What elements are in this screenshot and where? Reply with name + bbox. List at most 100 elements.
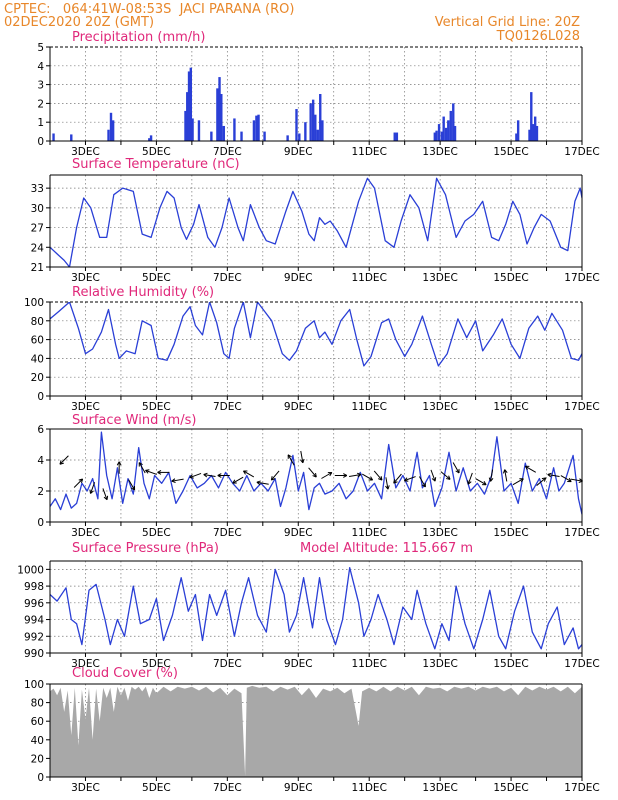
wind-arrow-shaft — [536, 477, 547, 486]
wind-arrow-head — [145, 469, 150, 471]
wind-grid — [50, 429, 582, 522]
humidity-title: Relative Humidity (%) — [72, 285, 214, 300]
wind-arrow-head — [302, 458, 305, 463]
wind-arrow — [321, 472, 333, 479]
wind-arrow-head — [343, 475, 348, 478]
wind-arrow-head — [315, 472, 317, 478]
precip-bar — [452, 103, 455, 141]
x-tick-label: 11DEC — [351, 272, 386, 284]
wind-arrow-shaft — [243, 470, 255, 478]
wind-arrow-head — [387, 485, 390, 490]
wind-arrow — [334, 473, 348, 478]
wind-arrow-shaft — [404, 476, 416, 482]
wind-arrow-head — [217, 475, 222, 478]
precip-bar — [532, 124, 535, 141]
wind-arrow — [488, 469, 494, 482]
y-tick-label: 5 — [37, 42, 44, 54]
wind-arrow — [536, 477, 547, 486]
wind-arrow — [189, 472, 202, 479]
wind-arrow-head — [434, 477, 437, 482]
wind-arrow — [373, 470, 383, 481]
humidity-line — [50, 302, 582, 367]
precip-bar — [263, 131, 266, 141]
y-tick-label: 996 — [24, 598, 44, 610]
precip-bar — [240, 131, 243, 141]
wind-arrow-shaft — [512, 478, 524, 486]
precip-bar — [435, 130, 438, 141]
header-run-date: 02DEC2020 20Z (GMT) — [4, 15, 154, 30]
x-tick-label: 5DEC — [142, 527, 171, 539]
y-tick-label: 20 — [31, 753, 44, 765]
wind-title: Surface Wind (m/s) — [72, 413, 196, 428]
wind-arrow — [287, 454, 295, 466]
precipitation-grid — [50, 47, 582, 141]
wind-arrow-head — [59, 462, 64, 465]
wind-arrow-head — [520, 478, 524, 483]
precip-bar — [437, 124, 441, 141]
wind-arrow — [59, 455, 69, 465]
x-tick-label: 11DEC — [351, 401, 386, 413]
wind-arrow-shaft — [308, 467, 317, 478]
wind-arrow-shaft — [270, 470, 280, 481]
wind-arrow-shaft — [349, 473, 362, 478]
x-tick-label: 17DEC — [564, 782, 599, 794]
precip-bar — [216, 88, 219, 141]
wind-arrow-head — [287, 454, 292, 458]
x-tick-label: 13DEC — [422, 272, 457, 284]
x-tick-label: 3DEC — [71, 272, 100, 284]
wind-arrow-head — [90, 490, 94, 494]
wind-arrow-shaft — [128, 479, 136, 491]
x-tick-label: 7DEC — [213, 527, 242, 539]
wind-arrow-shaft — [59, 455, 69, 465]
precip-bar — [535, 125, 539, 141]
precip-bar — [516, 120, 520, 141]
x-tick-label: 3DEC — [71, 146, 100, 158]
wind-arrow-shaft — [138, 462, 146, 474]
wind-arrow-head — [343, 473, 348, 476]
y-tick-label: 3 — [37, 80, 44, 92]
wind-arrow-head — [448, 475, 451, 480]
y-tick-label: 100 — [24, 679, 44, 691]
wind-arrow-head — [232, 479, 236, 484]
wind-arrows — [59, 450, 583, 501]
y-tick-label: 33 — [31, 183, 44, 195]
wind-arrow — [171, 478, 184, 483]
wind-arrow — [440, 471, 451, 480]
precip-bar — [453, 125, 457, 141]
precip-bar — [442, 116, 445, 141]
y-tick-label: 6 — [37, 424, 44, 436]
y-tick-label: 40 — [31, 353, 44, 365]
x-tick-label: 13DEC — [422, 401, 457, 413]
x-tick-label: 5DEC — [142, 658, 171, 670]
wind-arrow — [361, 473, 374, 481]
precip-bar — [304, 122, 307, 141]
x-tick-label: 9DEC — [284, 782, 313, 794]
wind-arrow — [512, 478, 524, 486]
precip-bar — [528, 129, 531, 141]
wind-arrow-shaft — [452, 462, 460, 474]
wind-arrow-shaft — [171, 478, 184, 482]
wind-arrow-head — [504, 469, 508, 474]
wind-arrow-head — [59, 460, 62, 465]
wind-arrow-shaft — [361, 473, 373, 481]
precip-bar — [321, 120, 324, 141]
wind-arrow — [560, 475, 572, 483]
x-tick-label: 3DEC — [71, 527, 100, 539]
precip-bar — [314, 114, 317, 141]
y-tick-label: 60 — [31, 335, 44, 347]
humidity-grid — [50, 302, 582, 396]
x-tick-label: 9DEC — [284, 527, 313, 539]
wind-arrow — [73, 478, 84, 488]
wind-panel: Surface Wind (m/s) 0 2 4 6 3DEC 5DEC 7DEC 9DEC 11… — [37, 413, 599, 539]
wind-arrow-shaft — [73, 478, 83, 488]
wind-arrow-shaft — [373, 470, 383, 481]
y-tick-label: 40 — [31, 735, 44, 747]
precip-bar — [218, 77, 221, 141]
precip-bar — [149, 135, 153, 141]
wind-arrow — [452, 462, 460, 474]
precip-bar — [440, 131, 444, 141]
x-tick-label: 9DEC — [284, 146, 313, 158]
humidity-data — [50, 302, 582, 367]
temperature-title: Surface Temperature (nC) — [72, 157, 240, 172]
y-tick-label: 998 — [24, 581, 44, 593]
